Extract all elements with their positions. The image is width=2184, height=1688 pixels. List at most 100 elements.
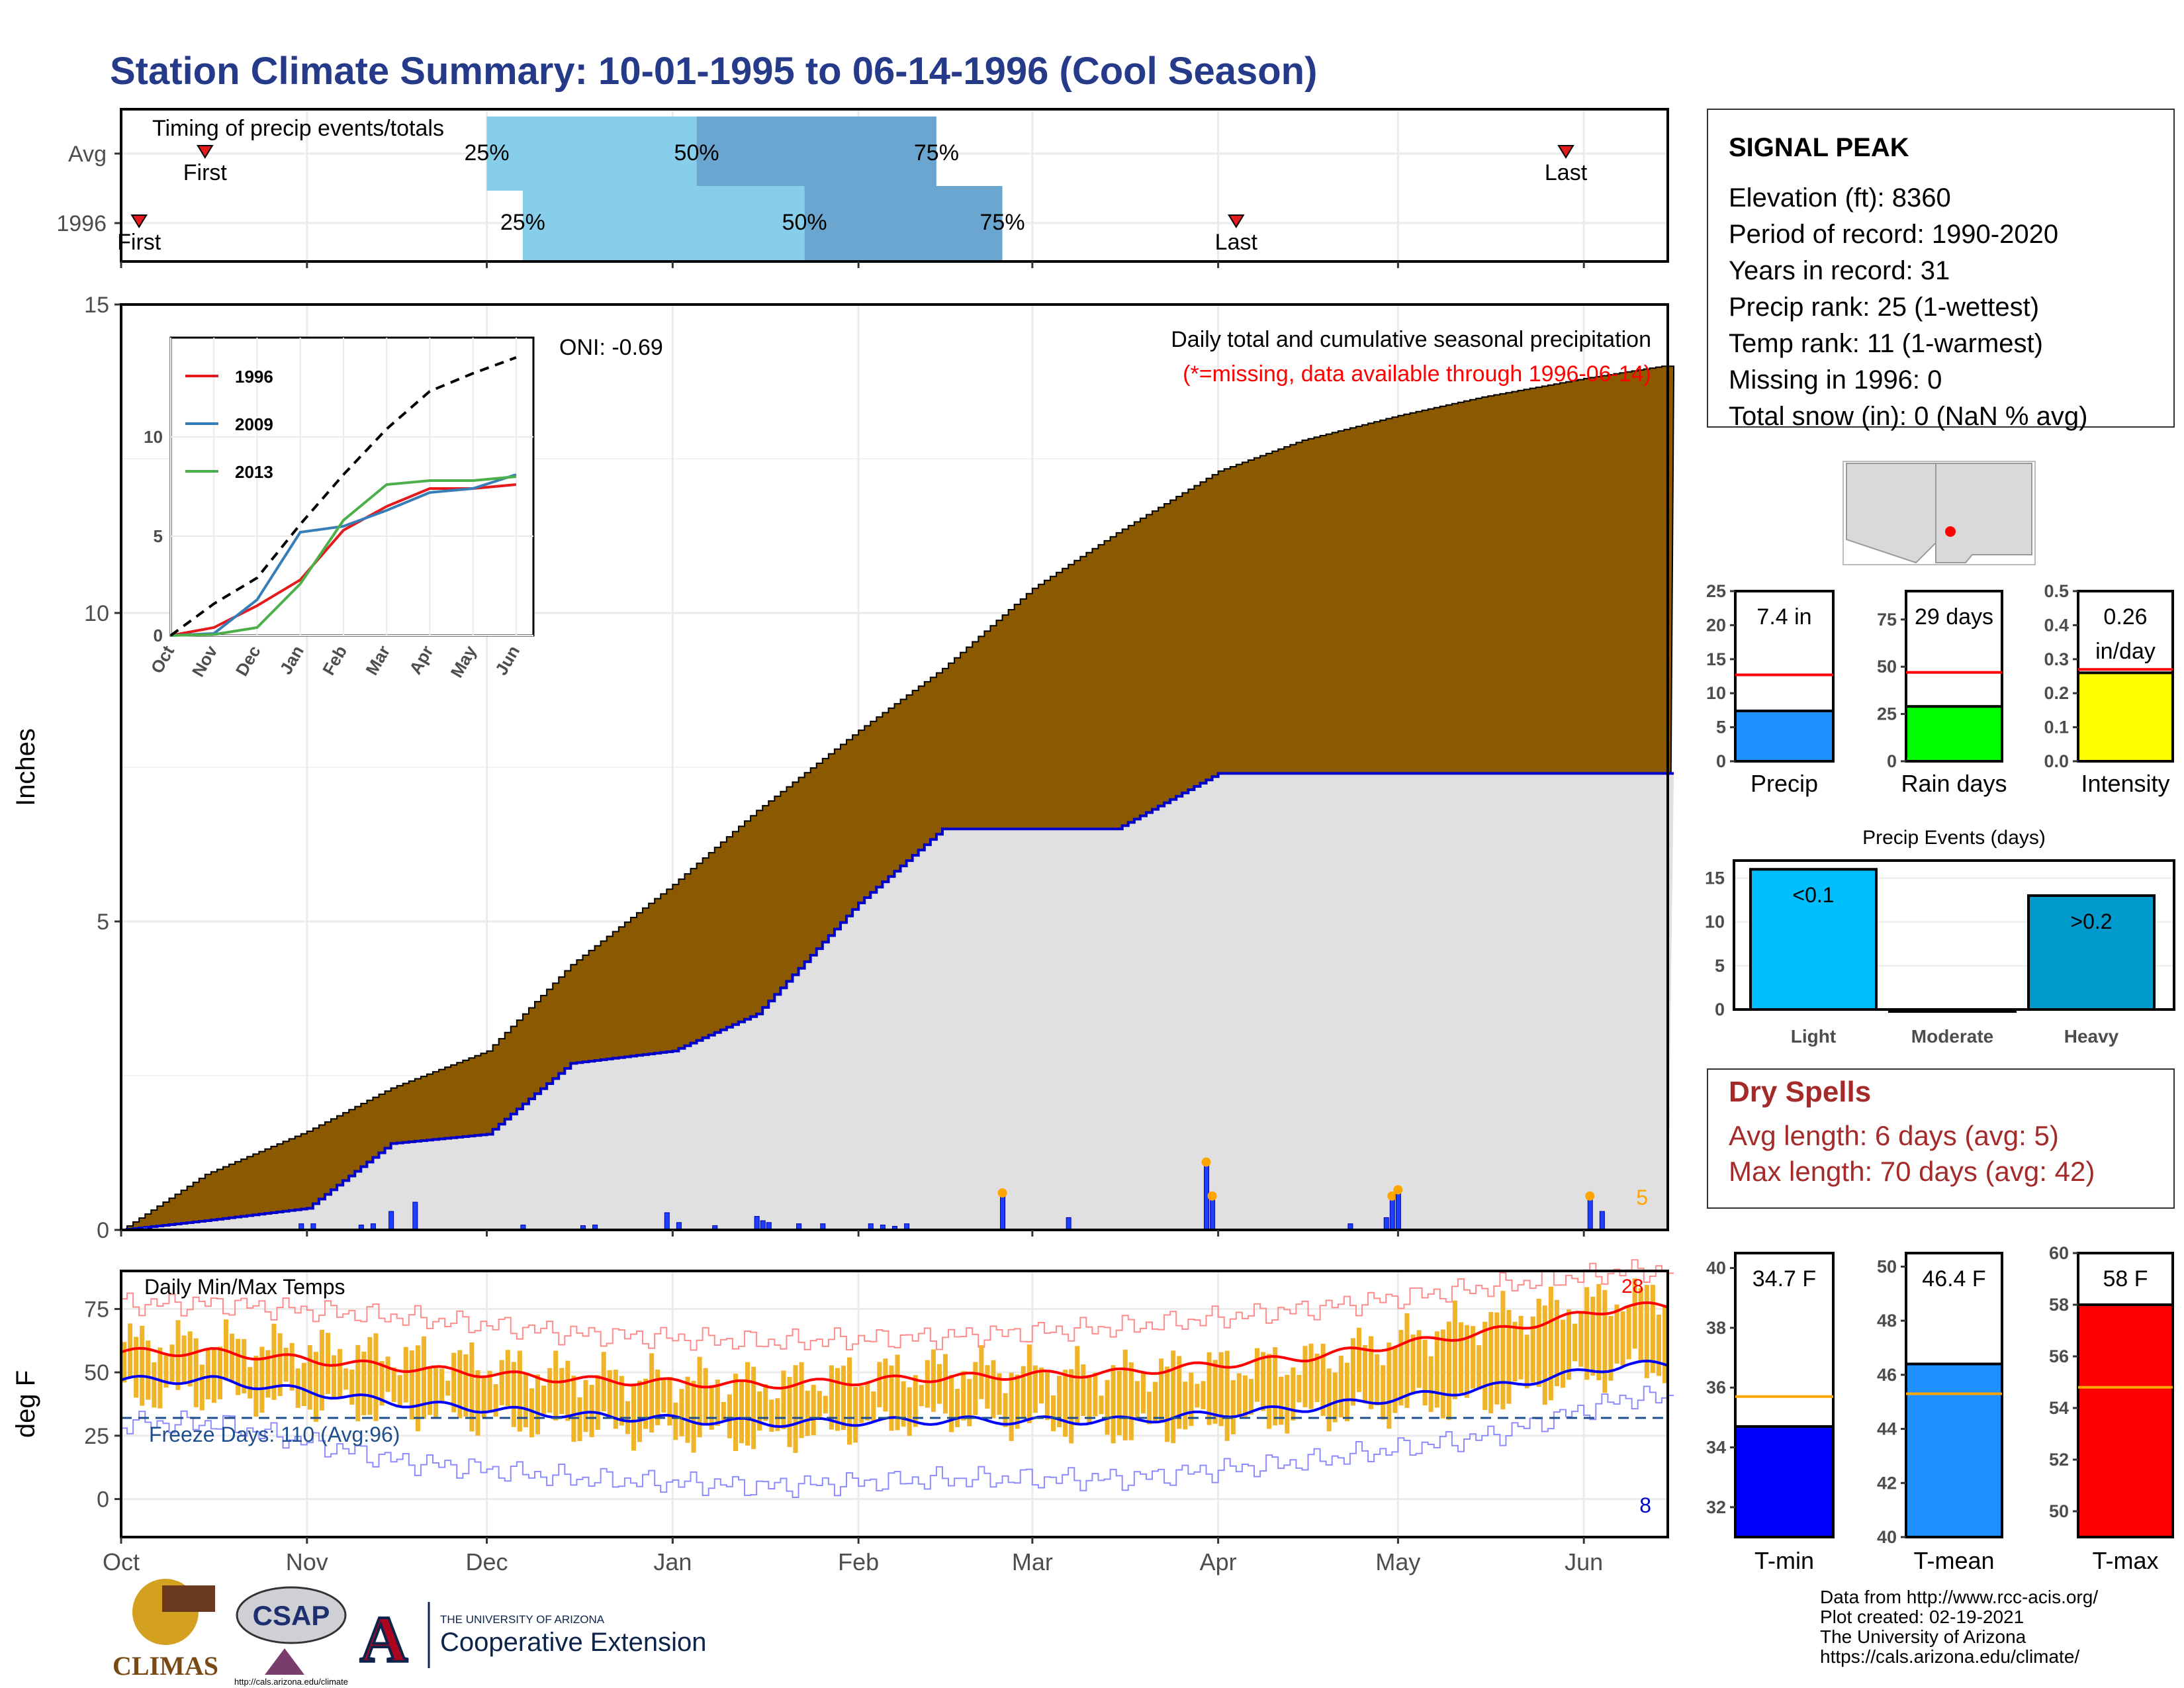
freeze-days-label: Freeze Days: 110 (Avg:96) — [149, 1423, 400, 1446]
daily-temp-bar — [1506, 1309, 1512, 1404]
daily-temp-bar — [757, 1391, 762, 1431]
daily-temp-bar — [1428, 1356, 1433, 1412]
rain_days-bar — [1905, 705, 2003, 763]
daily-temp-bar — [1165, 1366, 1170, 1442]
daily-temp-bar — [936, 1364, 942, 1404]
daily-temp-bar — [355, 1344, 361, 1422]
daily-temp-bar — [1350, 1338, 1355, 1406]
daily-temp-bar — [1548, 1286, 1553, 1401]
temp-ylabel: deg F — [11, 1370, 40, 1438]
daily-temp-bar — [385, 1356, 390, 1392]
precip_total-ytick-label: 20 — [1706, 615, 1726, 635]
daily-temp-bar — [1560, 1319, 1566, 1388]
daily-temp-bar — [667, 1377, 672, 1426]
precip-panel: 0 5 10 15 Inches Daily total and cumulative s… — [11, 293, 1675, 1243]
intensity-value-label: 0.26 — [2103, 604, 2147, 630]
station-info-line: Elevation (ft): 8360 — [1729, 183, 1951, 212]
daily-temp-bar — [152, 1362, 157, 1408]
daily-temp-bar — [775, 1398, 780, 1431]
daily-temp-bar — [1105, 1380, 1110, 1435]
daily-temp-bar — [1189, 1372, 1194, 1427]
timing-row-label: Avg — [68, 142, 107, 167]
intensity-chart: 0.26 in/day 0.0 0.1 0.2 0.3 0.4 0.5 Intensity — [2044, 581, 2174, 797]
tmax-ytick-label: 56 — [2049, 1346, 2069, 1366]
daily-temp-bar — [283, 1347, 289, 1382]
daily-temp-bar — [829, 1365, 834, 1430]
daily-temp-bar — [1267, 1354, 1272, 1429]
daily-temp-bar — [134, 1336, 139, 1398]
timing-last-label: Last — [1215, 230, 1258, 255]
tmean-ytick-label: 40 — [1877, 1527, 1897, 1547]
cumulative-1996-line — [121, 772, 1674, 1231]
ua-logo-big-text: Cooperative Extension — [440, 1628, 706, 1657]
daily-temp-bar — [1015, 1374, 1020, 1429]
footer-credit-line: Data from http://www.rcc-acis.org/ — [1820, 1587, 2098, 1607]
daily-temp-bar — [865, 1382, 870, 1421]
daily-temp-bar — [1518, 1315, 1524, 1380]
ua-logo-small-text: THE UNIVERSITY OF ARIZONA — [440, 1613, 605, 1626]
page-title: Station Climate Summary: 10-01-1995 to 0… — [110, 50, 1318, 93]
daily-temp-bar — [535, 1374, 541, 1434]
daily-temp-bar — [1273, 1347, 1278, 1426]
station-info-line: Years in record: 31 — [1729, 256, 1950, 285]
intensity-ytick-label: 0.3 — [2044, 649, 2069, 669]
month-label: Mar — [1012, 1548, 1053, 1575]
tmin-chart: 34.7 F 32 34 36 38 40 T-min — [1706, 1252, 1835, 1574]
timing-title: Timing of precip events/totals — [152, 116, 444, 141]
tmean-ytick-label: 42 — [1877, 1473, 1897, 1493]
tmean-ytick-label: 48 — [1877, 1311, 1897, 1331]
daily-temp-bar — [1195, 1383, 1200, 1408]
daily-temp-bar — [1183, 1382, 1188, 1430]
daily-temp-bar — [1471, 1326, 1476, 1389]
daily-temp-bar — [877, 1362, 882, 1407]
tmax-ytick-label: 50 — [2049, 1501, 2069, 1521]
station-info-line: Total snow (in): 0 (NaN % avg) — [1729, 402, 2087, 431]
daily-temp-bar — [1236, 1373, 1242, 1417]
daily-temp-bar — [1392, 1346, 1398, 1413]
intensity-category-label: Intensity — [2081, 770, 2169, 797]
daily-precip-peak-marker — [1201, 1157, 1211, 1167]
rain_days-ytick-label: 25 — [1877, 704, 1897, 724]
timing-label-75: 75% — [914, 140, 959, 165]
daily-temp-bar — [553, 1350, 559, 1421]
daily-temp-bar — [403, 1346, 408, 1403]
daily-temp-bar — [1254, 1348, 1260, 1402]
rain_days-chart: 29 days 0 25 50 75 Rain days — [1877, 590, 2007, 797]
daily-temp-bar — [973, 1362, 978, 1415]
tmin-bar — [1734, 1425, 1835, 1538]
daily-temp-bar — [1314, 1353, 1320, 1403]
csap-logo-text: CSAP — [253, 1600, 330, 1631]
daily-temp-bar — [769, 1399, 774, 1432]
avg-min-line — [120, 1360, 1668, 1429]
station-box-frame — [1707, 109, 2175, 428]
precip-ylabel: Inches — [11, 728, 40, 806]
timing-last-label: Last — [1545, 160, 1588, 185]
temp-ytick-label: 0 — [97, 1487, 109, 1513]
daily-temp-bar — [547, 1368, 553, 1413]
daily-temp-bar — [559, 1368, 565, 1415]
month-label: Oct — [103, 1548, 140, 1575]
daily-temp-bar — [781, 1370, 786, 1429]
intensity-ytick-label: 0.4 — [2044, 615, 2069, 635]
daily-temp-bar — [481, 1378, 486, 1418]
footer: Data from http://www.rcc-acis.org/Plot c… — [113, 1579, 2098, 1687]
daily-temp-bar — [835, 1368, 840, 1431]
precip_total-bar — [1734, 709, 1835, 763]
precip-events-bar-label: >0.2 — [2070, 910, 2112, 933]
daily-temp-bar — [1554, 1299, 1559, 1387]
daily-temp-bar — [1320, 1343, 1326, 1416]
precip-events-ytick-label: 15 — [1705, 868, 1725, 888]
daily-temp-bar — [967, 1379, 972, 1427]
footer-credit-line: The University of Arizona — [1820, 1626, 2026, 1647]
daily-temp-bar — [1440, 1329, 1445, 1419]
daily-temp-bar — [715, 1380, 720, 1427]
precip_total-value-label: 7.4 in — [1756, 604, 1811, 630]
daily-temp-bar — [338, 1348, 343, 1398]
inset-legend-label: 2009 — [235, 414, 273, 434]
timing-panel: 25% 50% 75% First Last Avg 25% 50% 75% First Last 1… — [56, 108, 1669, 268]
daily-temp-bar — [1230, 1380, 1236, 1434]
precip-ytick-label: 10 — [84, 601, 109, 626]
precip-events-bar-label: <0.1 — [1792, 883, 1834, 907]
rain_days-ytick-label: 0 — [1887, 751, 1897, 771]
